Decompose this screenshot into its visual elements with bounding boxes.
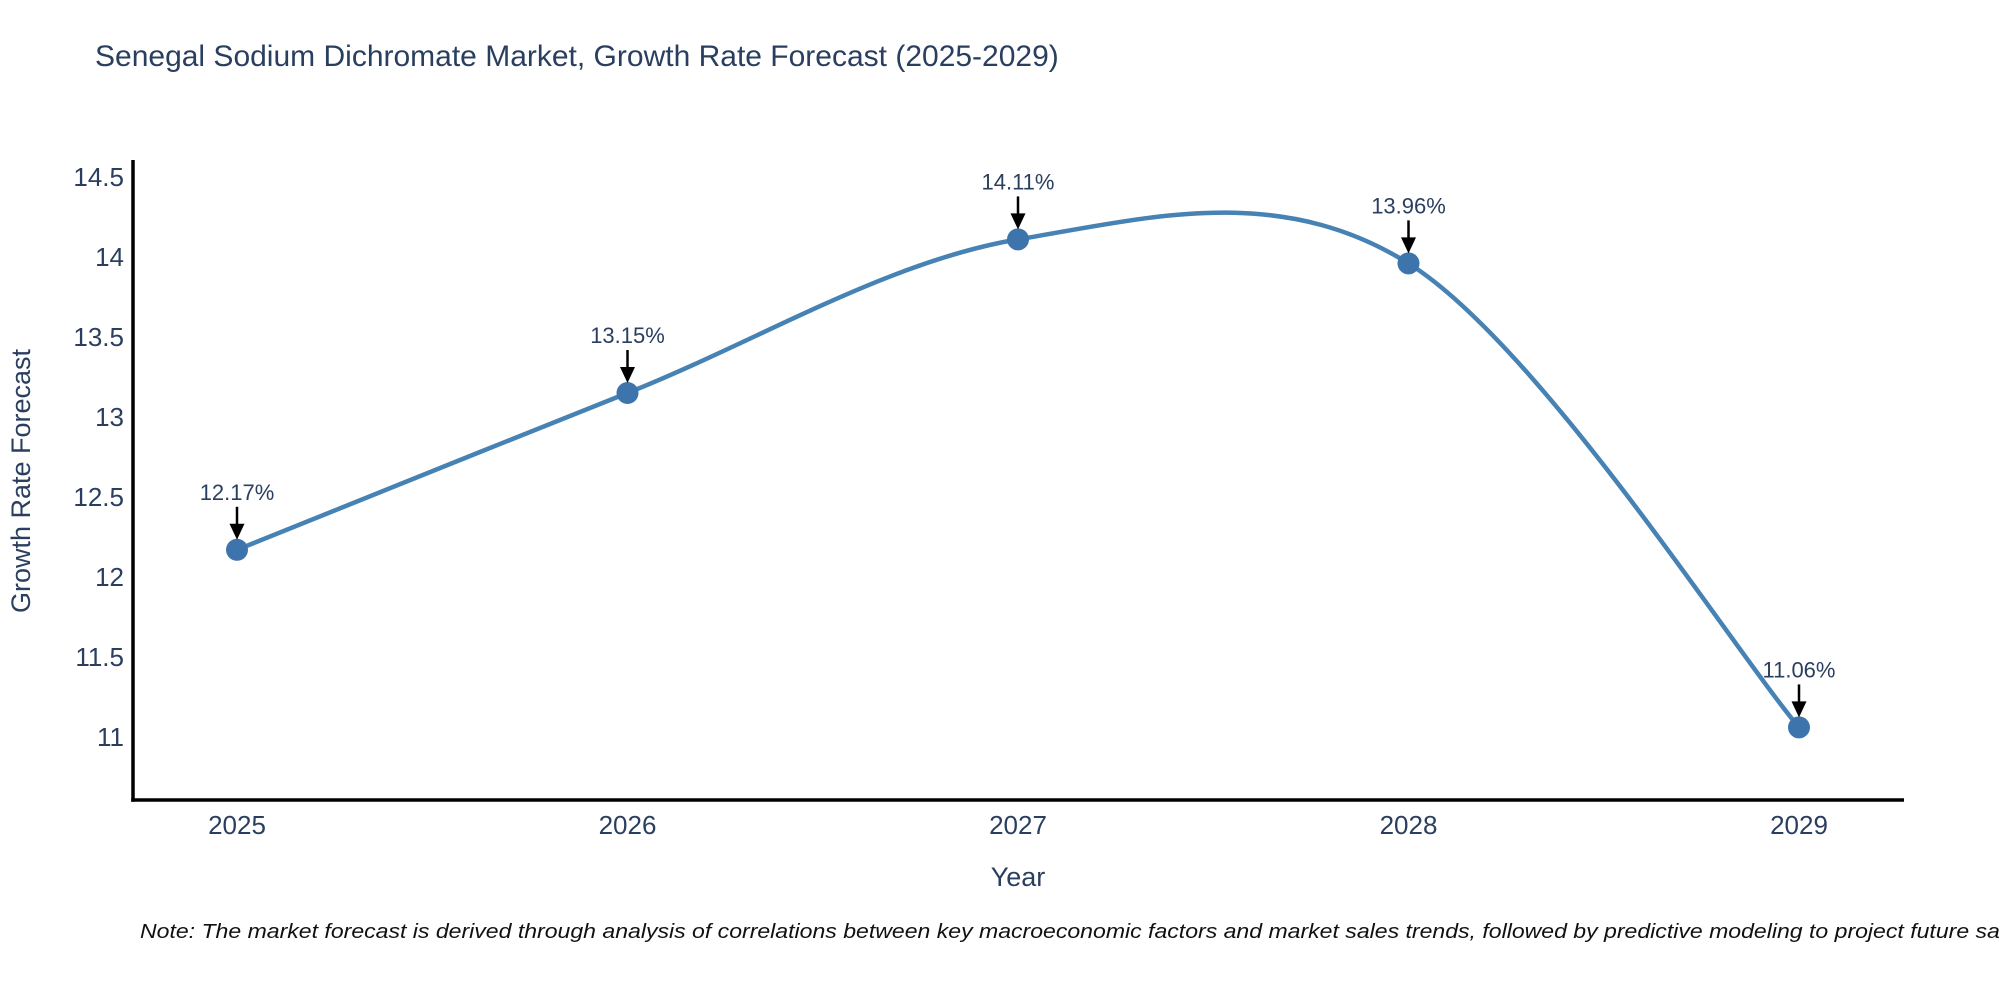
y-tick-11: 11 [97,722,124,752]
y-tick-12: 12 [95,562,124,592]
y-tick-14: 14 [95,242,124,272]
annotation-arrowhead [1401,237,1416,254]
annotation-label: 14.11% [982,169,1055,194]
data-point-2025 [226,538,248,561]
annotation-label: 11.06% [1763,657,1836,682]
chart-title: Senegal Sodium Dichromate Market, Growth… [95,40,1059,73]
data-point-2026 [616,382,639,404]
annotation-2026: 13.15% [590,323,665,383]
annotation-2027: 14.11% [982,169,1055,230]
annotation-arrowhead [229,523,245,540]
x-tick-2028: 2028 [1380,810,1438,840]
y-tick-11.5: 11.5 [75,642,124,672]
data-point-2029 [1788,716,1810,739]
annotation-label: 13.15% [590,323,665,348]
annotation-arrowhead [620,367,635,383]
data-point-2028 [1397,252,1420,275]
y-tick-12.5: 12.5 [73,482,124,512]
y-axis-title: Growth Rate Forecast [6,348,36,613]
y-tick-14.5: 14.5 [73,162,124,192]
annotation-arrowhead [1010,213,1026,230]
x-tick-2026: 2026 [599,810,657,840]
footnote: Note: The market forecast is derived thr… [140,921,2000,943]
growth-line [234,210,1802,730]
y-tick-labels: 11 11.5 12 12.5 13 13.5 14 14.5 [73,162,124,752]
y-tick-13.5: 13.5 [73,322,124,352]
annotation-arrowhead [1791,701,1807,718]
annotation-label: 12.17% [200,480,275,505]
annotation-2028: 13.96% [1371,193,1446,254]
x-tick-2025: 2025 [208,810,266,840]
x-tick-labels: 2025 2026 2027 2028 2029 [208,810,1828,840]
x-tick-2029: 2029 [1770,810,1828,840]
y-tick-13: 13 [95,402,124,432]
data-point-2027 [1007,228,1029,251]
annotation-2029: 11.06% [1763,657,1836,718]
annotation-layer: 12.17% 13.15% 14.11% 13.96% 11.06% [200,169,1836,718]
annotation-label: 13.96% [1371,193,1446,218]
x-tick-2027: 2027 [989,810,1047,840]
annotation-2025: 12.17% [200,480,275,540]
series-layer [226,210,1810,739]
x-axis-title: Year [991,862,1046,892]
